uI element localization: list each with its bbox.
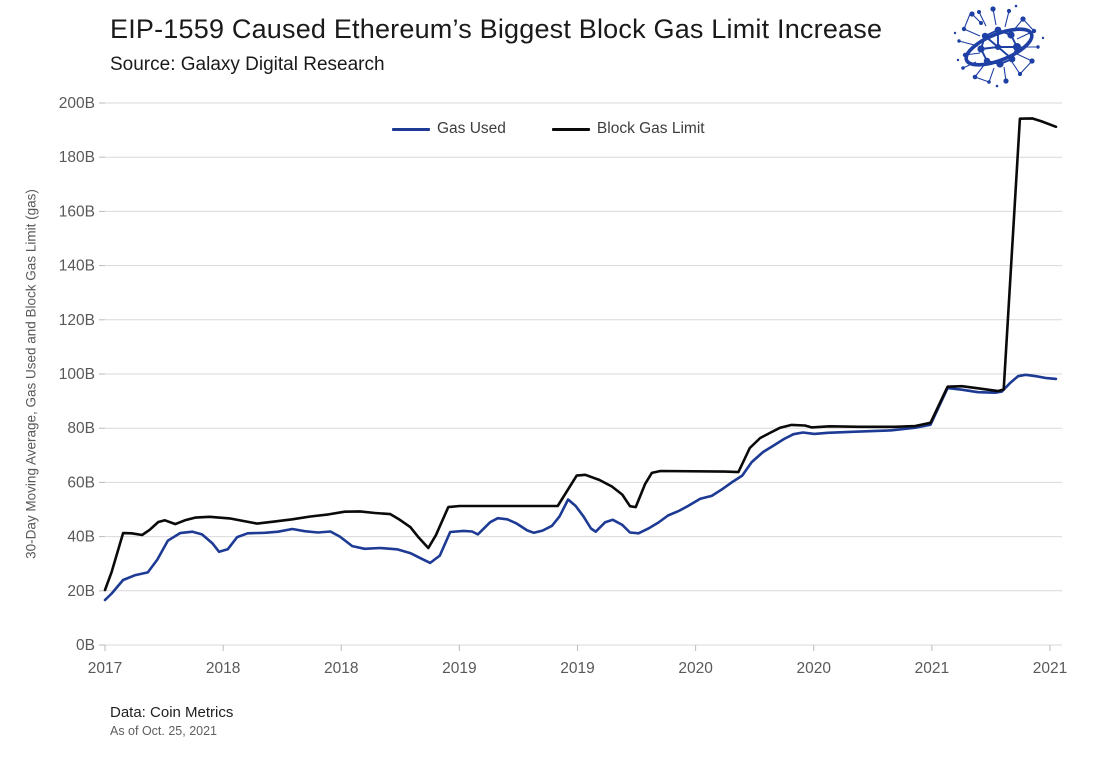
- chart-subtitle: Source: Galaxy Digital Research: [110, 54, 385, 75]
- footer: Data: Coin Metrics As of Oct. 25, 2021: [110, 704, 233, 738]
- legend-swatch-block-gas-limit: [551, 127, 590, 131]
- series-line-gas-used: [103, 373, 1058, 602]
- y-tick-label: 0B: [76, 637, 95, 654]
- x-tick-label: 2020: [678, 660, 713, 677]
- logo-nodes: [953, 4, 1045, 88]
- chart-title: EIP-1559 Caused Ethereum’s Biggest Block…: [110, 14, 883, 44]
- logo-orbit-ellipse: [964, 27, 1034, 67]
- y-tick-label: 100B: [59, 366, 95, 383]
- x-tick-label: 2019: [560, 660, 594, 677]
- series-line-block-gas-limit: [103, 117, 1058, 592]
- x-tick-label: 2021: [1033, 660, 1067, 677]
- y-axis-title: 30-Day Moving Average, Gas Used and Bloc…: [23, 189, 39, 559]
- x-tick-label: 2019: [442, 660, 476, 677]
- y-tick-label: 80B: [67, 420, 95, 437]
- y-tick-label: 160B: [59, 203, 95, 220]
- legend-item-block-gas-limit: Block Gas Limit: [551, 120, 705, 138]
- y-tick-label: 180B: [59, 149, 95, 166]
- data-source-note: Data: Coin Metrics: [110, 704, 234, 721]
- x-tick-label: 2021: [915, 660, 949, 677]
- galaxy-digital-logo-icon: [953, 4, 1045, 88]
- x-tick-label: 2018: [324, 660, 358, 677]
- legend-swatch-gas-used: [392, 127, 430, 131]
- legend: Gas Used Block Gas Limit: [392, 120, 705, 138]
- legend-label-block-gas-limit: Block Gas Limit: [596, 120, 705, 137]
- y-tick-label: 120B: [59, 312, 95, 329]
- legend-item-gas-used: Gas Used: [392, 120, 506, 138]
- y-tick-label: 60B: [67, 474, 95, 491]
- y-tick-label: 20B: [67, 583, 95, 600]
- y-tick-label: 200B: [59, 95, 95, 112]
- x-tick-label: 2018: [206, 660, 240, 677]
- x-tick-label: 2017: [88, 660, 122, 677]
- y-tick-label: 140B: [59, 258, 95, 275]
- legend-label-gas-used: Gas Used: [437, 120, 506, 137]
- x-tick-label: 2020: [797, 660, 832, 677]
- as-of-note: As of Oct. 25, 2021: [110, 724, 218, 738]
- y-tick-label: 40B: [67, 529, 95, 546]
